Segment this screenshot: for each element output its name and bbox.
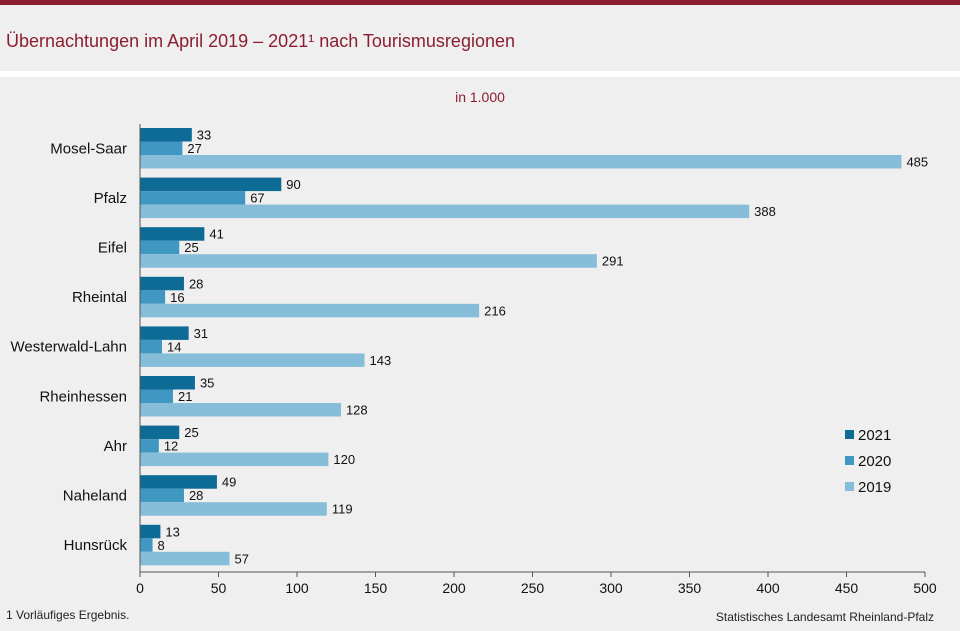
- x-tick-label-100: 100: [285, 580, 309, 596]
- category-label-rheintal: Rheintal: [72, 289, 127, 306]
- x-tick-label-200: 200: [442, 580, 466, 596]
- bar-ahr-2019: [140, 452, 329, 467]
- data-label-rheinhessen-2020: 21: [178, 389, 192, 404]
- category-label-pfalz: Pfalz: [94, 190, 127, 207]
- data-label-naheland-2020: 28: [189, 488, 203, 503]
- data-label-hunsrueck-2019: 57: [234, 551, 248, 566]
- x-tick-label-50: 50: [211, 580, 227, 596]
- bar-rheinhessen-2021: [140, 376, 195, 390]
- x-tick-label-350: 350: [678, 580, 702, 596]
- bar-westerwald-lahn-2021: [140, 326, 189, 340]
- bar-hunsrueck-2019: [140, 551, 230, 566]
- data-label-hunsrueck-2020: 8: [158, 538, 165, 553]
- data-label-mosel-saar-2019: 485: [906, 155, 928, 170]
- data-label-westerwald-lahn-2020: 14: [167, 339, 181, 354]
- chart-header: Übernachtungen im April 2019 – 2021¹ nac…: [0, 5, 960, 71]
- data-label-westerwald-lahn-2021: 31: [194, 326, 208, 341]
- x-tick-label-300: 300: [599, 580, 623, 596]
- data-label-rheinhessen-2019: 128: [346, 403, 368, 418]
- chart-title: Übernachtungen im April 2019 – 2021¹ nac…: [6, 31, 515, 51]
- legend-swatch-2019: [845, 482, 854, 491]
- category-label-ahr: Ahr: [104, 438, 127, 455]
- data-label-mosel-saar-2021: 33: [197, 128, 211, 143]
- data-label-westerwald-lahn-2019: 143: [370, 353, 392, 368]
- legend-swatch-2021: [845, 430, 854, 439]
- bar-naheland-2021: [140, 475, 217, 489]
- bar-rheintal-2021: [140, 276, 184, 291]
- data-label-mosel-saar-2020: 27: [187, 141, 201, 156]
- bar-hunsrueck-2020: [140, 538, 153, 552]
- bar-eifel-2021: [140, 227, 205, 241]
- bar-westerwald-lahn-2020: [140, 339, 162, 354]
- header-divider: [0, 71, 960, 77]
- data-label-pfalz-2020: 67: [250, 191, 264, 206]
- data-label-rheinhessen-2021: 35: [200, 376, 214, 391]
- bar-rheintal-2019: [140, 303, 480, 318]
- category-label-rheinhessen: Rheinhessen: [39, 388, 127, 405]
- x-tick-label-0: 0: [136, 580, 144, 596]
- bar-mosel-saar-2020: [140, 141, 183, 155]
- legend-label-2019: 2019: [858, 479, 891, 496]
- bar-rheintal-2020: [140, 290, 166, 304]
- bar-rheinhessen-2019: [140, 403, 341, 417]
- top-accent-bar: [0, 0, 960, 5]
- category-label-westerwald-lahn: Westerwald-Lahn: [11, 339, 127, 356]
- data-label-hunsrueck-2021: 13: [165, 524, 179, 539]
- category-label-naheland: Naheland: [63, 487, 127, 504]
- data-label-naheland-2021: 49: [222, 475, 236, 490]
- data-label-rheintal-2021: 28: [189, 276, 203, 291]
- footnote: 1 Vorläufiges Ergebnis.: [6, 608, 130, 622]
- bar-pfalz-2020: [140, 191, 246, 205]
- data-label-rheintal-2020: 16: [170, 290, 184, 305]
- data-label-ahr-2019: 120: [333, 452, 355, 467]
- legend-label-2020: 2020: [858, 453, 891, 470]
- category-label-mosel-saar: Mosel-Saar: [50, 140, 127, 157]
- bar-naheland-2020: [140, 488, 184, 503]
- data-label-rheintal-2019: 216: [484, 303, 506, 318]
- data-label-ahr-2020: 12: [164, 439, 178, 454]
- bar-westerwald-lahn-2019: [140, 353, 365, 367]
- bar-naheland-2019: [140, 502, 327, 516]
- bar-eifel-2020: [140, 240, 180, 255]
- bar-pfalz-2019: [140, 204, 750, 219]
- x-tick-label-250: 250: [521, 580, 545, 596]
- data-label-pfalz-2021: 90: [286, 177, 300, 192]
- source-note: Statistisches Landesamt Rheinland-Pfalz: [715, 610, 934, 624]
- bar-ahr-2021: [140, 425, 180, 440]
- bar-pfalz-2021: [140, 177, 282, 192]
- bar-ahr-2020: [140, 439, 159, 453]
- category-label-eifel: Eifel: [98, 239, 127, 256]
- x-tick-label-150: 150: [364, 580, 388, 596]
- bar-hunsrueck-2021: [140, 524, 161, 539]
- category-label-hunsrueck: Hunsrück: [64, 537, 128, 554]
- bar-rheinhessen-2020: [140, 389, 173, 403]
- data-label-pfalz-2019: 388: [754, 204, 776, 219]
- x-tick-label-450: 450: [835, 580, 859, 596]
- data-label-eifel-2021: 41: [209, 227, 223, 242]
- bar-mosel-saar-2019: [140, 155, 902, 169]
- legend-swatch-2020: [845, 456, 854, 465]
- bar-eifel-2019: [140, 254, 597, 268]
- legend-label-2021: 2021: [858, 427, 891, 444]
- data-label-eifel-2020: 25: [184, 240, 198, 255]
- chart-unit-subtitle: in 1.000: [455, 89, 505, 105]
- x-tick-label-500: 500: [913, 580, 937, 596]
- data-label-eifel-2019: 291: [602, 254, 624, 269]
- data-label-ahr-2021: 25: [184, 425, 198, 440]
- x-tick-label-400: 400: [756, 580, 780, 596]
- data-label-naheland-2019: 119: [332, 502, 353, 517]
- bar-mosel-saar-2021: [140, 128, 192, 142]
